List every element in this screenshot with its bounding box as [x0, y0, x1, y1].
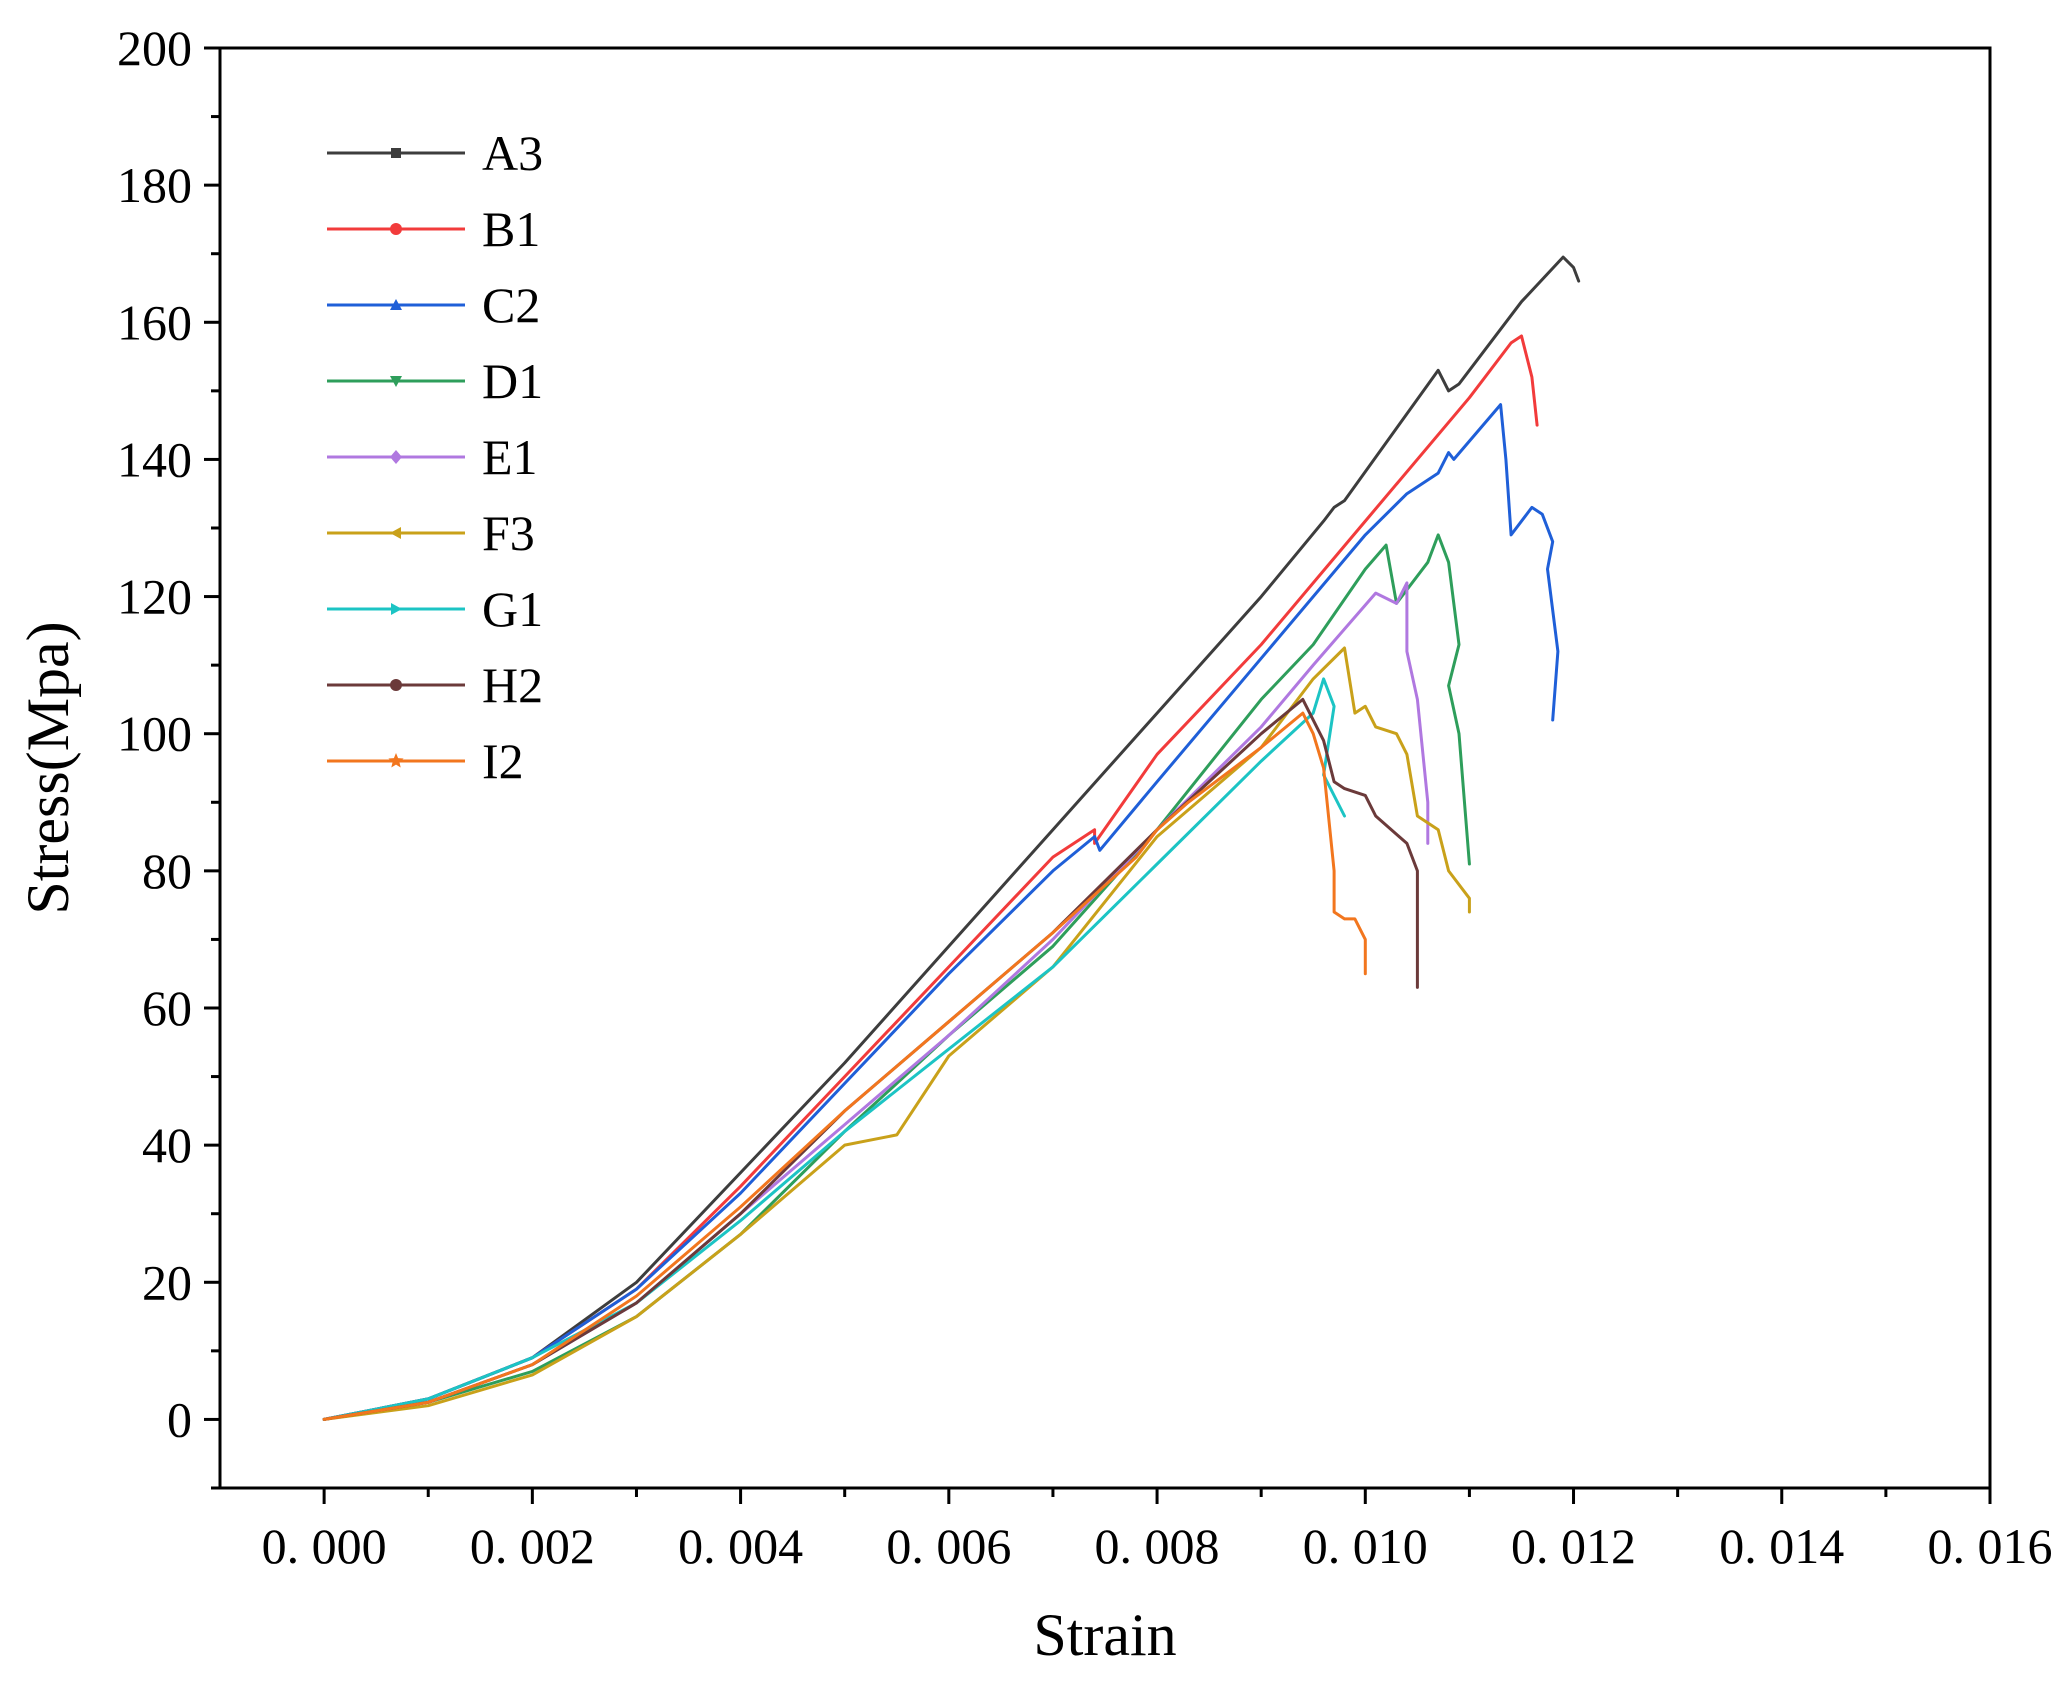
legend-label-d1: D1	[482, 353, 543, 409]
legend: A3 B1 C2 D1 E1 F3 G1 H2 I2	[327, 125, 543, 789]
legend-label-f3: F3	[482, 505, 535, 561]
legend-label-a3: A3	[482, 125, 543, 181]
x-tick-label: 0. 012	[1511, 1518, 1636, 1574]
series-line-f3	[322, 646, 1471, 1421]
y-tick-label: 140	[117, 431, 192, 487]
plot-frame	[218, 46, 1992, 1490]
x-tick-label: 0. 010	[1303, 1518, 1428, 1574]
y-tick-label: 80	[142, 843, 192, 899]
y-tick-label: 180	[117, 157, 192, 213]
legend-label-c2: C2	[482, 277, 540, 333]
y-tick-label: 120	[117, 569, 192, 625]
series-lines	[322, 255, 1581, 1421]
legend-label-b1: B1	[482, 201, 540, 257]
y-tick-label: 40	[142, 1117, 192, 1173]
x-tick-label: 0. 002	[470, 1518, 595, 1574]
legend-marker-i2	[388, 753, 404, 768]
legend-marker-c2	[390, 299, 402, 310]
legend-marker-b1	[390, 223, 402, 235]
series-line-g1	[322, 677, 1346, 1421]
legend-marker-d1	[390, 376, 402, 387]
y-tick-label: 60	[142, 980, 192, 1036]
x-tick-label: 0. 000	[262, 1518, 387, 1574]
legend-marker-f3	[390, 527, 401, 539]
x-axis-title: Strain	[1033, 1602, 1176, 1668]
x-tick-label: 0. 008	[1095, 1518, 1220, 1574]
legend-label-g1: G1	[482, 581, 543, 637]
legend-marker-h2	[390, 679, 402, 691]
x-tick-label: 0. 014	[1719, 1518, 1844, 1574]
series-line-h2	[322, 697, 1419, 1421]
y-tick-label: 100	[117, 706, 192, 762]
x-axis-ticks: 0. 000 0. 002 0. 004 0. 006 0. 008 0. 010 0. 0…	[262, 1488, 2053, 1574]
y-tick-label: 200	[117, 20, 192, 76]
legend-marker-a3	[391, 148, 401, 158]
legend-label-e1: E1	[482, 429, 538, 485]
legend-marker-e1	[390, 450, 402, 464]
y-tick-label: 0	[167, 1391, 192, 1447]
y-axis-title: Stress(Mpa)	[15, 621, 81, 914]
series-line-a3	[322, 255, 1581, 1421]
y-tick-label: 20	[142, 1254, 192, 1310]
y-tick-label: 160	[117, 294, 192, 350]
x-tick-label: 0. 006	[886, 1518, 1011, 1574]
series-line-i2	[322, 711, 1367, 1421]
series-line-c2	[322, 403, 1560, 1421]
legend-label-i2: I2	[482, 733, 524, 789]
legend-marker-g1	[391, 603, 402, 615]
legend-label-h2: H2	[482, 657, 543, 713]
series-line-b1	[322, 334, 1539, 1421]
x-tick-label: 0. 004	[678, 1518, 803, 1574]
x-tick-label: 0. 016	[1928, 1518, 2053, 1574]
y-axis-ticks: 0 20 40 60 80 100 120 140 160 180 200	[117, 20, 220, 1490]
